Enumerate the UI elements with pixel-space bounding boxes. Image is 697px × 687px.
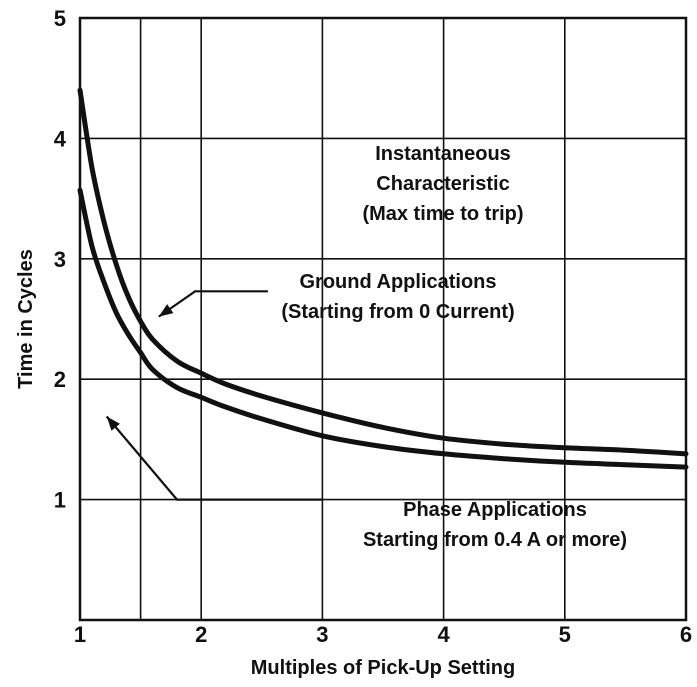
characteristic-annotation: Instantaneous Characteristic (Max time t… [362, 143, 523, 225]
ground-label-line-1: Ground Applications [299, 271, 496, 293]
characteristic-line-3: (Max time to trip) [362, 203, 523, 225]
x-tick-label: 2 [195, 622, 207, 647]
characteristic-line-1: Instantaneous [375, 143, 511, 165]
x-axis-label: Multiples of Pick-Up Setting [251, 657, 515, 679]
ground-pointer-arrowhead [158, 304, 174, 317]
curves [77, 87, 689, 470]
x-tick-label: 1 [74, 622, 86, 647]
characteristic-line-2: Characteristic [376, 173, 509, 195]
x-tick-label: 3 [316, 622, 328, 647]
y-tick-label: 5 [54, 6, 66, 31]
ground-annotation: Ground Applications (Starting from 0 Cur… [158, 271, 515, 323]
ground-label-line-2: (Starting from 0 Current) [281, 301, 514, 323]
phase-label-line-1: Phase Applications [403, 499, 587, 521]
y-tick-label: 2 [54, 367, 66, 392]
phase-label-line-2: Starting from 0.4 A or more) [363, 529, 627, 551]
x-tick-label: 6 [680, 622, 692, 647]
ground-applications-curve [77, 87, 689, 457]
y-tick-label: 3 [54, 247, 66, 272]
phase-annotation: Phase Applications Starting from 0.4 A o… [105, 415, 627, 551]
y-axis-label: Time in Cycles [15, 249, 37, 389]
phase-pointer-line [105, 415, 323, 501]
plot-frame [78, 16, 688, 622]
y-tick-label: 4 [54, 126, 67, 151]
ground-pointer-line [158, 290, 268, 318]
phase-applications-curve [77, 187, 689, 470]
phase-pointer-arrowhead [106, 416, 120, 431]
tick-labels: 1 2 3 4 5 6 1 2 3 4 5 [54, 6, 692, 647]
x-tick-label: 5 [559, 622, 571, 647]
x-tick-label: 4 [437, 622, 450, 647]
y-tick-label: 1 [54, 488, 66, 513]
